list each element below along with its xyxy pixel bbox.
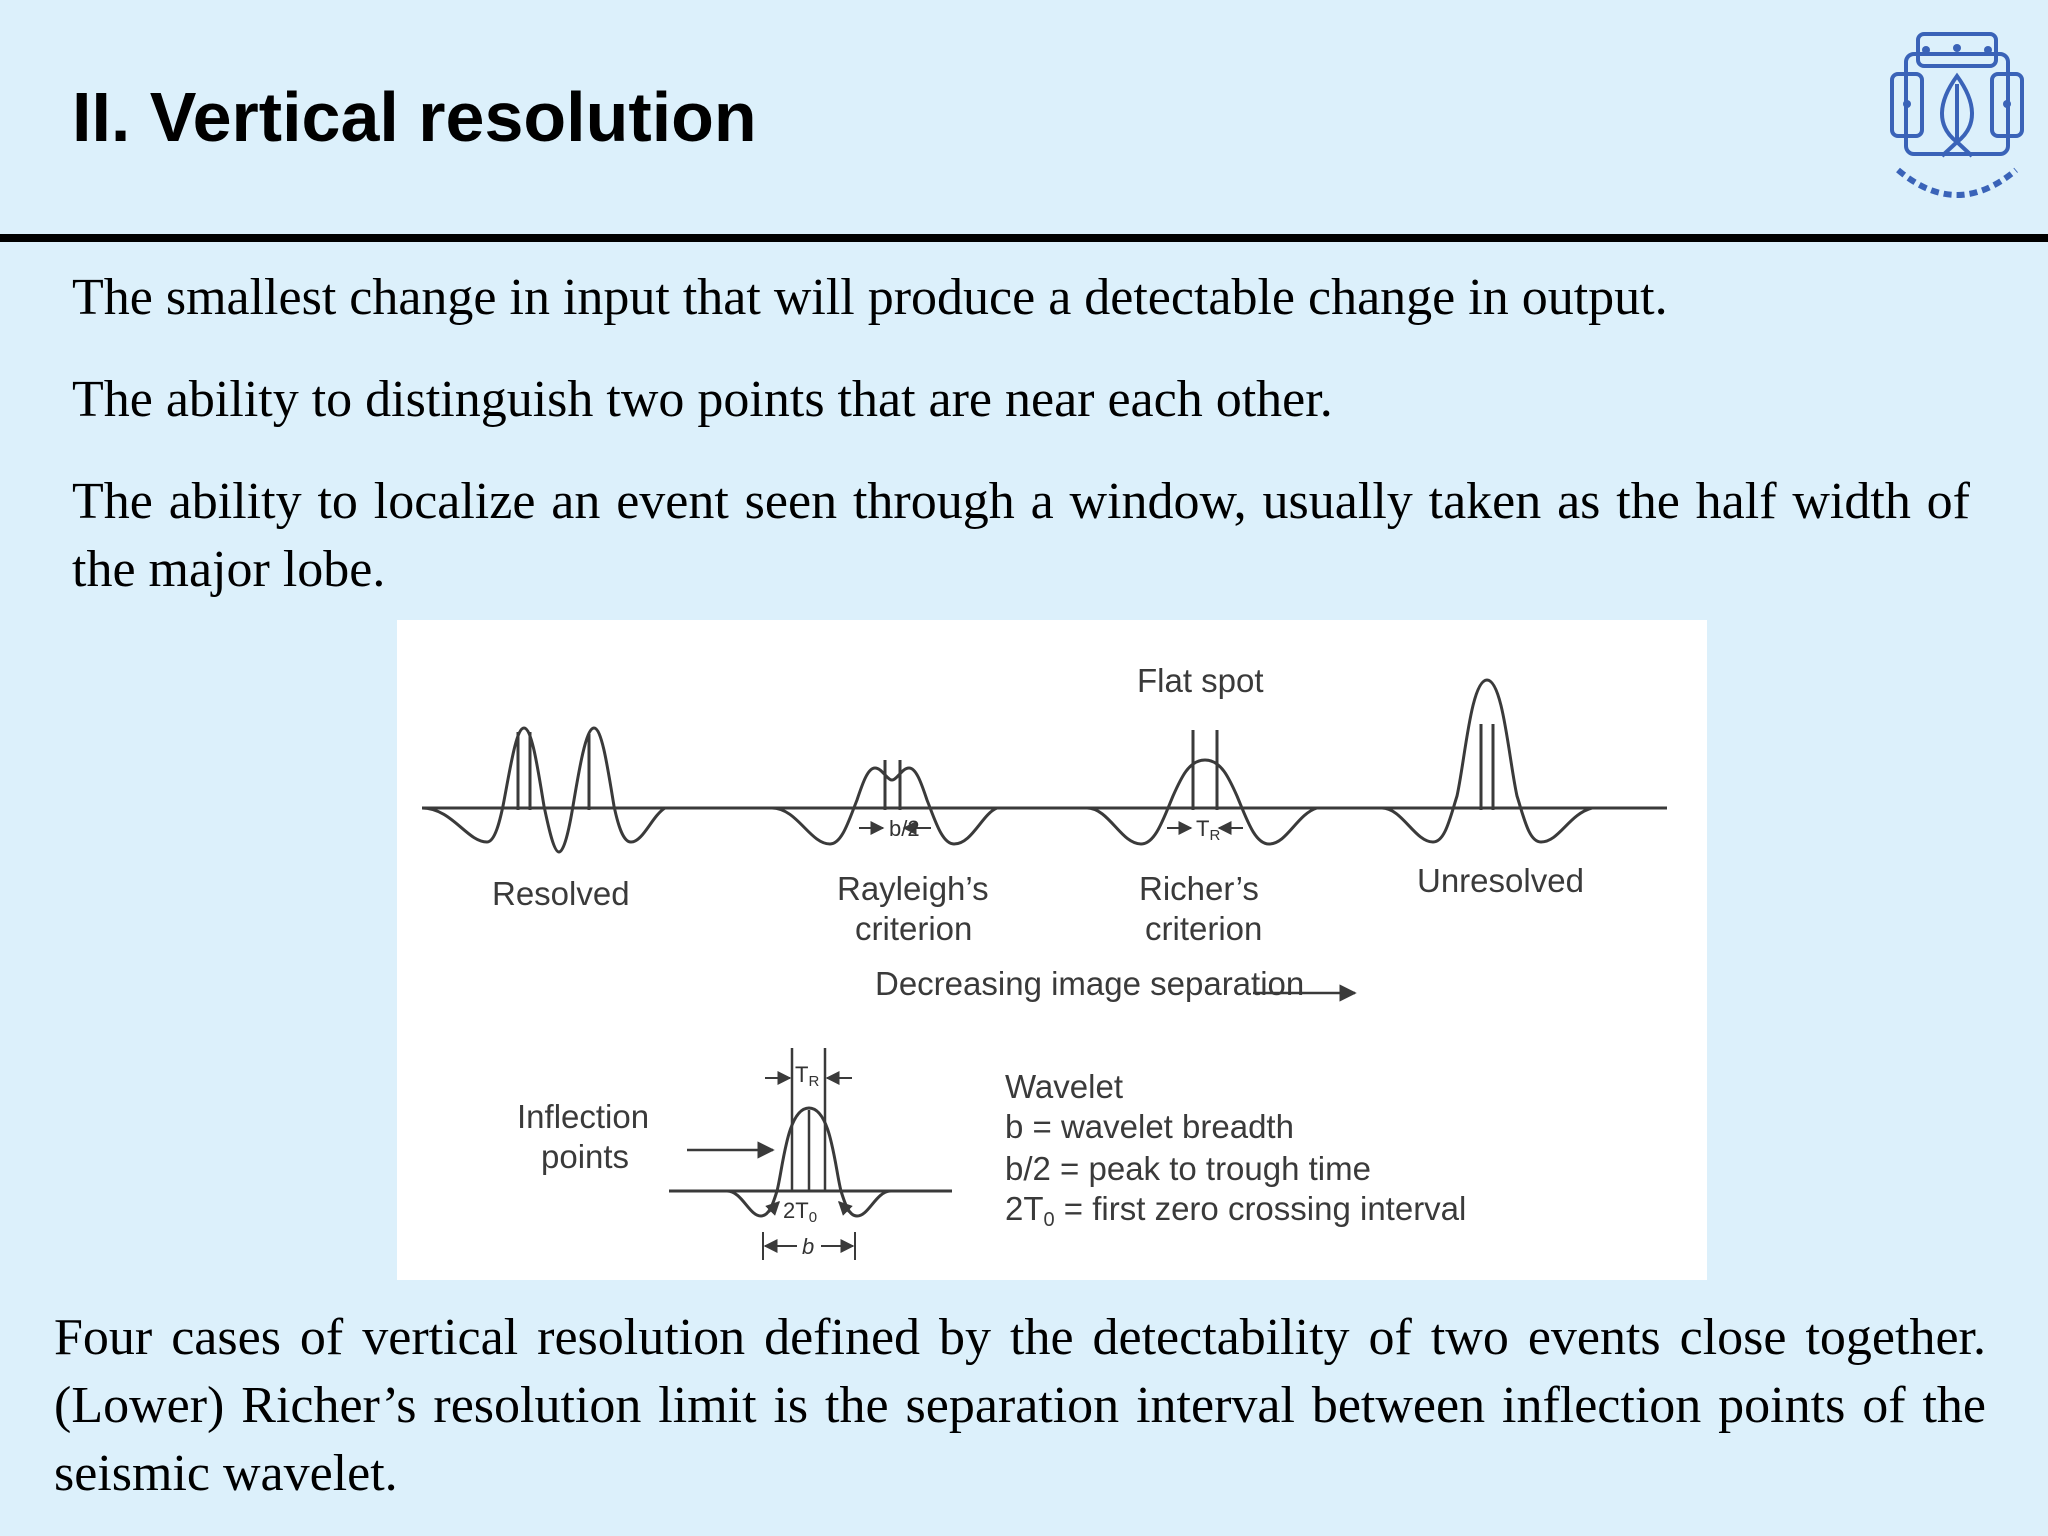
legend-2t0: 2T0 = first zero crossing interval	[1005, 1190, 1466, 1231]
inflection-label-1: Inflection	[517, 1098, 649, 1135]
wavelet-title: Wavelet	[1005, 1068, 1123, 1105]
university-seal-icon	[1890, 32, 2024, 198]
wavelet-resolved	[421, 726, 666, 854]
unresolved-label: Unresolved	[1417, 862, 1584, 899]
rayleigh-label-2: criterion	[855, 910, 972, 947]
wavelet-richer	[1086, 758, 1318, 846]
legend-b-half: b/2 = peak to trough time	[1005, 1150, 1371, 1187]
rayleigh-label-1: Rayleigh’s	[837, 870, 989, 907]
definition-2: The ability to distinguish two points th…	[72, 371, 1333, 428]
two-t0-label: 2T0	[783, 1198, 817, 1226]
wavelet-tr-label: TR	[795, 1062, 819, 1090]
wavelet-rayleigh	[771, 766, 998, 846]
title-divider	[0, 234, 2048, 242]
b-breadth-label: b	[802, 1234, 814, 1259]
richer-label-2: criterion	[1145, 910, 1262, 947]
legend-b: b = wavelet breadth	[1005, 1108, 1294, 1145]
resolved-label: Resolved	[492, 875, 630, 912]
figure-caption: Four cases of vertical resolution define…	[54, 1309, 1986, 1502]
b-half-label: b/2	[889, 816, 920, 841]
resolution-figure: b/2 TR Flat spot Resolved Rayleigh’s cri…	[397, 620, 1707, 1280]
tr-label: TR	[1196, 816, 1220, 844]
richer-label-1: Richer’s	[1139, 870, 1259, 907]
single-wavelet	[726, 1106, 892, 1218]
slide-title: II. Vertical resolution	[72, 78, 757, 156]
wavelet-unresolved	[1381, 678, 1593, 844]
flat-spot-label: Flat spot	[1137, 662, 1264, 699]
definition-3: The ability to localize an event seen th…	[72, 473, 1970, 598]
definition-1: The smallest change in input that will p…	[72, 269, 1668, 326]
inflection-label-2: points	[541, 1138, 629, 1175]
decreasing-separation-label: Decreasing image separation	[875, 965, 1304, 1002]
